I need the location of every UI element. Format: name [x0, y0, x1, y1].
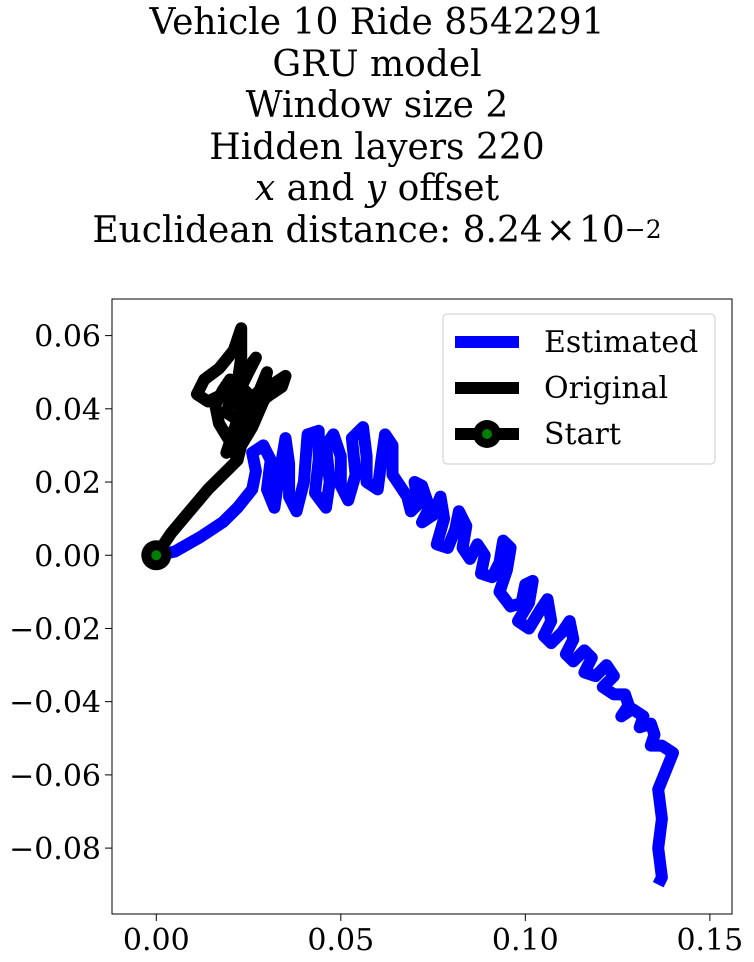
title-distance-prefix: Euclidean distance:	[92, 209, 463, 251]
y-tick-label: −0.08	[9, 832, 101, 867]
title-line-distance: Euclidean distance: 8.24×10−2	[0, 210, 754, 255]
title-line-2: GRU model	[272, 43, 482, 85]
x-tick-label: 0.10	[492, 923, 559, 958]
title-offset-word: offset	[386, 168, 500, 209]
plot-frame	[111, 298, 733, 915]
title-distance-exponent: −2	[624, 214, 662, 244]
y-tick-label: 0.04	[34, 393, 101, 428]
series-layer	[141, 322, 679, 888]
title-distance-times: ×	[545, 209, 576, 251]
y-tick-label: −0.02	[9, 612, 101, 647]
y-tick-label: 0.02	[34, 466, 101, 501]
x-tick-label: 0.00	[123, 923, 190, 958]
title-line-offset: x and y offset	[0, 168, 754, 210]
chart-title: Vehicle 10 Ride 8542291 GRU model Window…	[0, 2, 754, 254]
x-axis-ticks: 0.00 0.05 0.10 0.15	[123, 914, 743, 958]
title-and: and	[275, 168, 366, 209]
legend-box	[442, 313, 716, 465]
title-distance-value: 8.24	[462, 209, 543, 251]
legend-start-label: Start	[544, 417, 621, 452]
title-line-3: Window size 2	[245, 85, 509, 126]
legend-original-label: Original	[544, 371, 668, 406]
title-line-1: Vehicle 10 Ride 8542291	[149, 2, 605, 43]
legend-start-marker-center	[482, 429, 492, 439]
x-tick-label: 0.15	[676, 923, 743, 958]
y-axis-ticks: 0.06 0.04 0.02 0.00 −0.02 −0.04 −0.06 −0.08	[9, 320, 112, 867]
title-var-y: y	[365, 168, 387, 209]
title-distance-base: 10	[578, 209, 625, 251]
series-line-estimated	[155, 421, 679, 888]
series-line-original	[151, 322, 292, 559]
x-tick-label: 0.05	[307, 923, 374, 958]
y-tick-label: −0.06	[9, 759, 101, 794]
y-tick-label: 0.00	[34, 539, 101, 574]
legend-estimated-label: Estimated	[544, 325, 698, 360]
title-var-x: x	[254, 168, 276, 209]
legend: Estimated Original Start	[442, 313, 716, 465]
y-tick-label: −0.04	[9, 686, 101, 721]
y-tick-label: 0.06	[34, 320, 101, 355]
start-marker-center	[151, 550, 162, 561]
title-line-4: Hidden layers 220	[209, 126, 545, 168]
